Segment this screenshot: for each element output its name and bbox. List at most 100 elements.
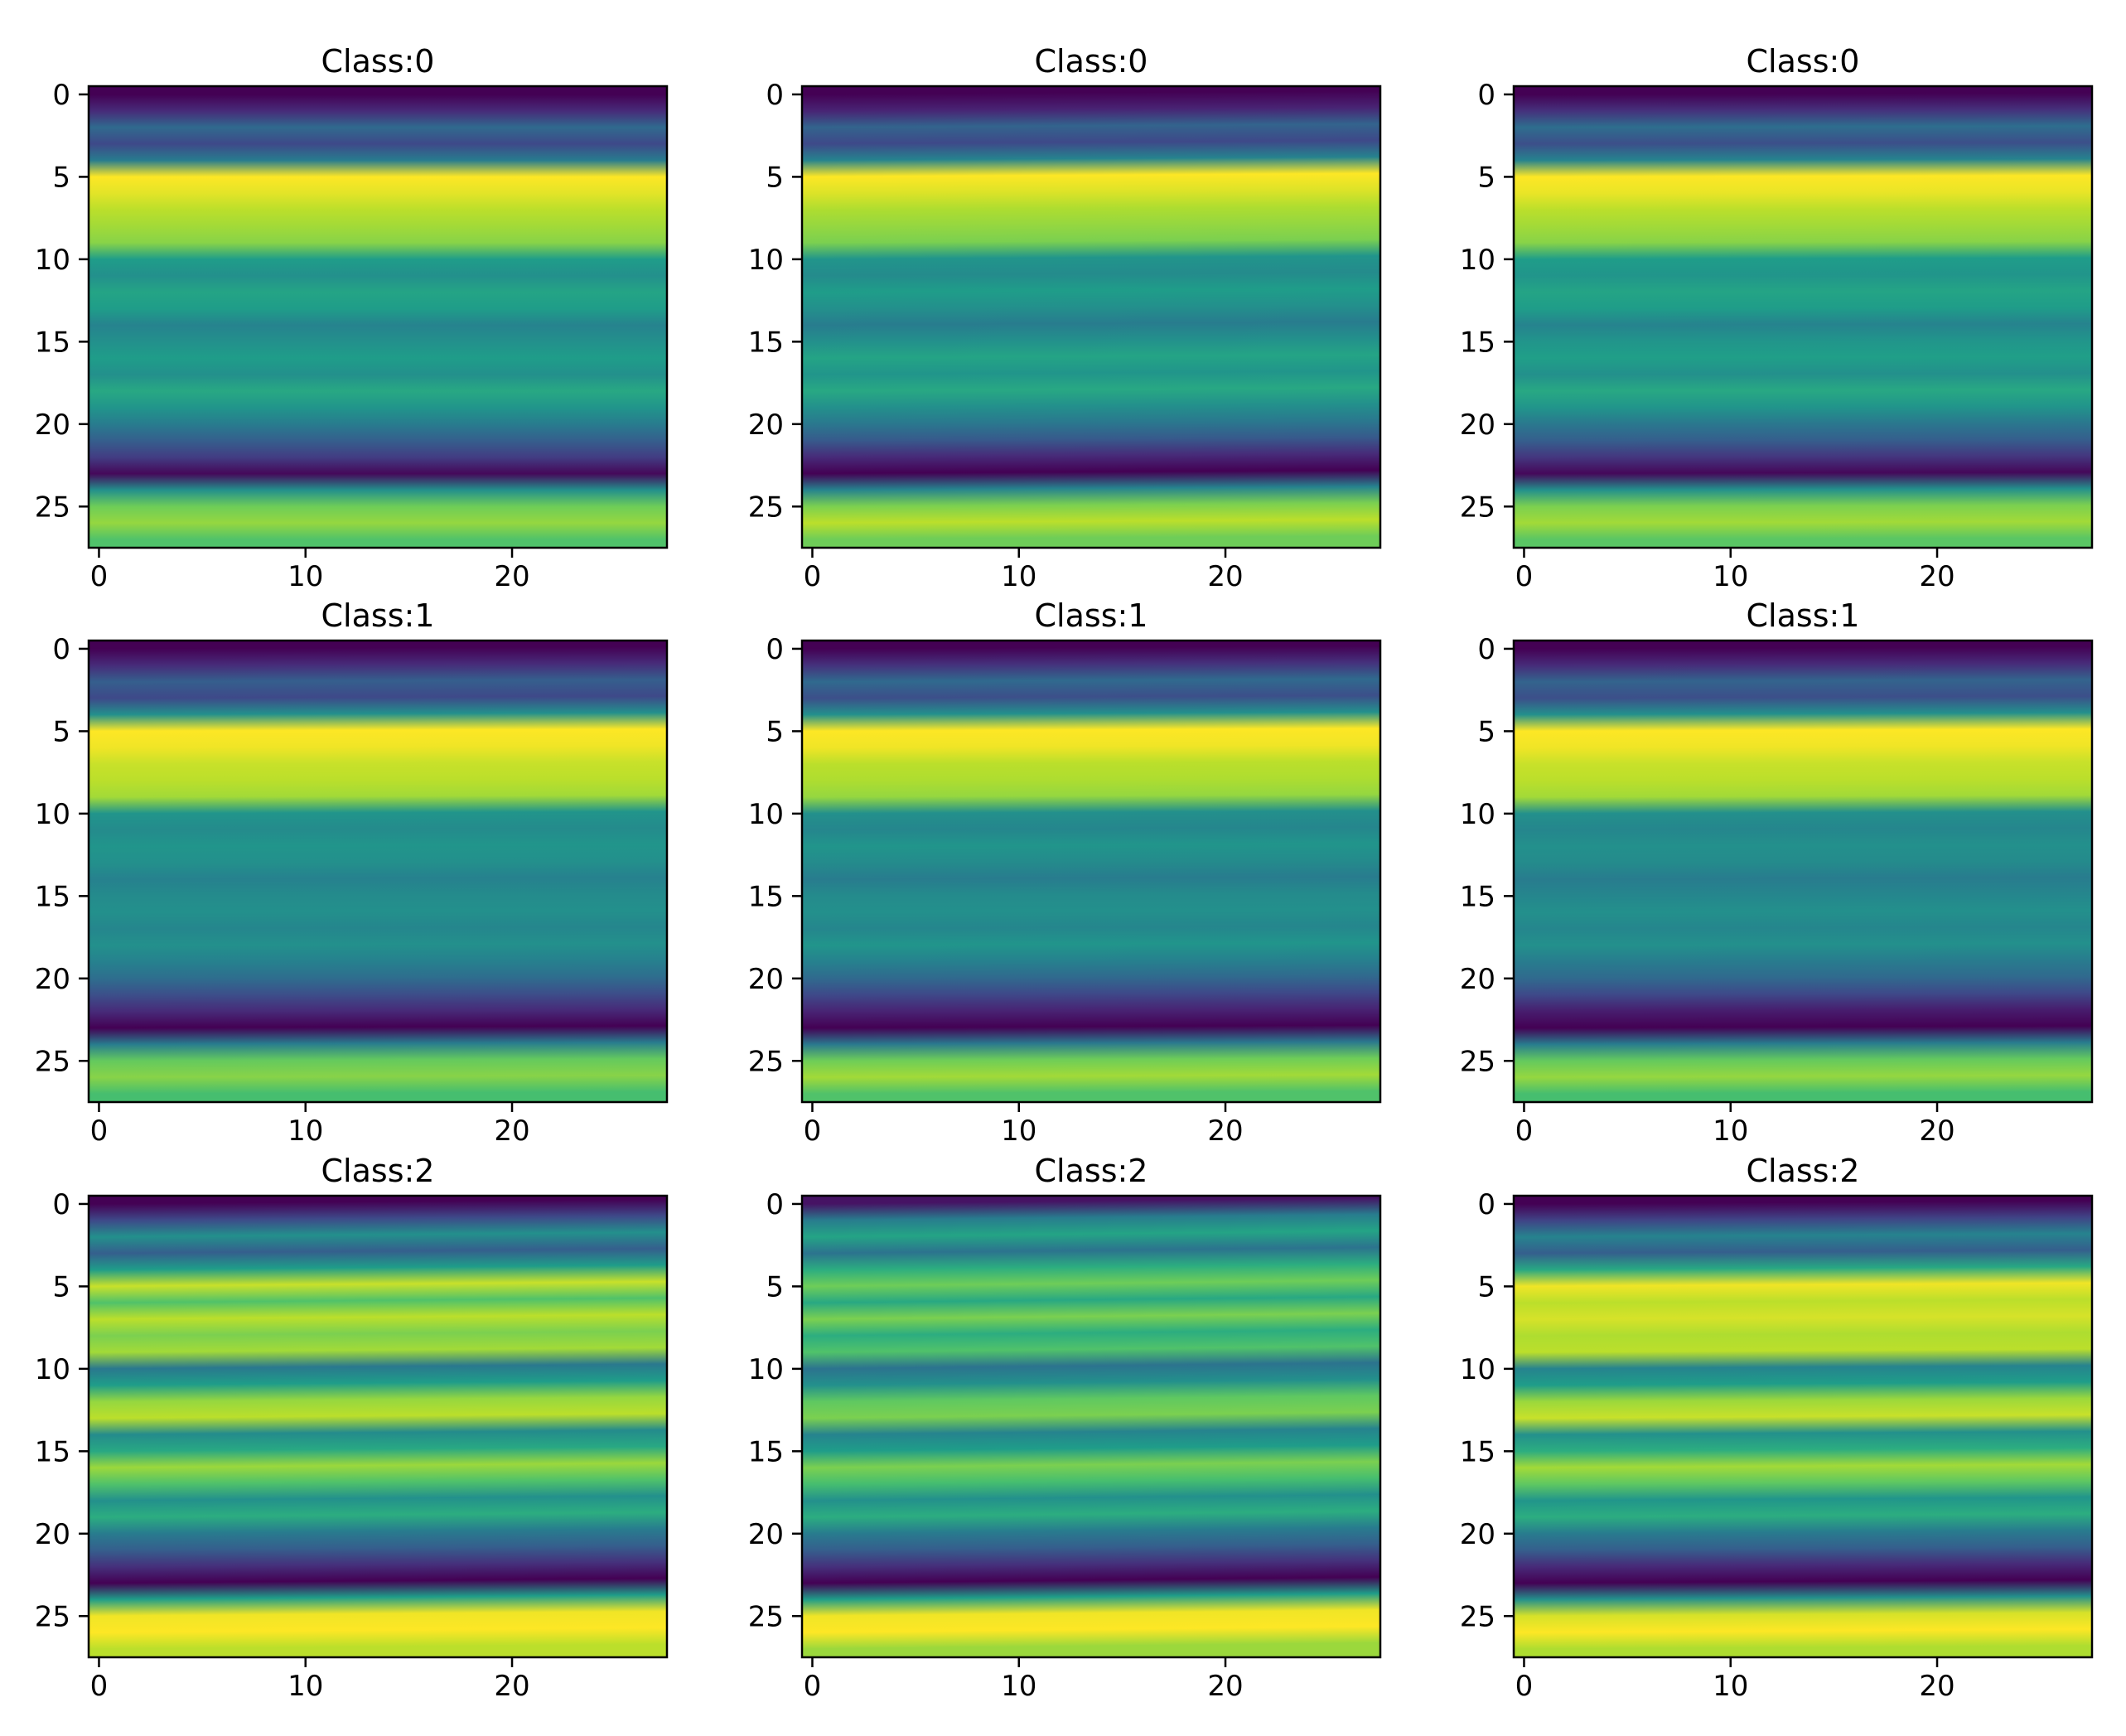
x-tick-label: 10	[1713, 1115, 1748, 1148]
subplot-grid: Class:0 0 5 10 15 20 25 0 10 20 Class:0 0 5 10 15 20 25 0…	[35, 43, 2094, 1703]
axes-frame	[1512, 85, 2094, 549]
x-tick-label: 20	[494, 560, 529, 593]
x-tick-label: 10	[1713, 560, 1748, 593]
y-tick-label: 5	[1477, 1270, 1495, 1303]
subplot-3: Class:0 0 5 10 15 20 25 0 10 20	[1460, 43, 2094, 593]
y-tick-label: 5	[766, 715, 784, 748]
heatmap-image	[802, 641, 1380, 1102]
axes-frame	[800, 1194, 1382, 1659]
x-tick-label: 10	[1713, 1670, 1748, 1703]
axes-frame	[87, 639, 669, 1104]
y-tick-label: 10	[35, 1353, 70, 1386]
y-tick-label: 10	[1460, 798, 1495, 831]
heatmap-image	[1514, 1196, 2092, 1657]
heatmap-image	[802, 86, 1380, 548]
y-tick-label: 0	[52, 633, 70, 666]
y-tick-label: 25	[35, 1600, 70, 1633]
y-tick-label: 15	[35, 1435, 70, 1468]
subplot-title: Class:0	[1747, 43, 1860, 80]
y-tick-label: 15	[748, 326, 784, 359]
y-tick-label: 10	[748, 244, 784, 277]
heatmap-image	[1514, 86, 2092, 548]
y-tick-label: 25	[748, 1045, 784, 1078]
x-tick-label: 20	[1207, 560, 1243, 593]
y-tick-label: 20	[35, 963, 70, 996]
y-tick-label: 20	[748, 409, 784, 442]
y-tick-label: 15	[35, 880, 70, 913]
subplot-title: Class:0	[1035, 43, 1148, 80]
axes-frame	[800, 639, 1382, 1104]
y-tick-label: 5	[766, 1270, 784, 1303]
heatmap-image	[89, 1196, 667, 1657]
subplot-1: Class:0 0 5 10 15 20 25 0 10 20	[35, 43, 669, 593]
y-tick-label: 25	[1460, 491, 1495, 524]
y-tick-label: 20	[1460, 1518, 1495, 1551]
y-tick-label: 0	[766, 79, 784, 112]
y-tick-label: 25	[748, 1600, 784, 1633]
x-tick-label: 20	[494, 1115, 529, 1148]
x-tick-label: 10	[1001, 1670, 1036, 1703]
y-tick-label: 25	[1460, 1045, 1495, 1078]
subplot-title: Class:0	[321, 43, 435, 80]
subplot-title: Class:2	[1035, 1153, 1148, 1189]
subplot-8: Class:2 0 5 10 15 20 25 0 10 20	[748, 1153, 1382, 1703]
y-tick-label: 5	[52, 1270, 70, 1303]
y-tick-label: 25	[1460, 1600, 1495, 1633]
axes-frame	[800, 85, 1382, 549]
y-tick-label: 25	[35, 491, 70, 524]
y-tick-label: 5	[1477, 715, 1495, 748]
x-tick-label: 0	[1515, 1115, 1534, 1148]
heatmap-image	[89, 641, 667, 1102]
y-tick-label: 5	[52, 715, 70, 748]
y-tick-label: 10	[748, 1353, 784, 1386]
y-tick-label: 15	[748, 880, 784, 913]
heatmap-image	[89, 86, 667, 548]
y-tick-label: 15	[1460, 326, 1495, 359]
subplot-2: Class:0 0 5 10 15 20 25 0 10 20	[748, 43, 1382, 593]
y-tick-label: 15	[1460, 880, 1495, 913]
y-tick-label: 15	[748, 1435, 784, 1468]
y-tick-label: 0	[1477, 633, 1495, 666]
y-tick-label: 5	[766, 161, 784, 194]
subplot-5: Class:1 0 5 10 15 20 25 0 10 20	[748, 597, 1382, 1148]
heatmap-image	[802, 1196, 1380, 1657]
subplot-6: Class:1 0 5 10 15 20 25 0 10 20	[1460, 597, 2094, 1148]
y-tick-label: 20	[748, 963, 784, 996]
y-tick-label: 10	[1460, 244, 1495, 277]
y-tick-label: 0	[52, 1188, 70, 1221]
axes-frame	[87, 1194, 669, 1659]
y-tick-label: 10	[35, 244, 70, 277]
y-tick-label: 20	[35, 1518, 70, 1551]
y-tick-label: 15	[35, 326, 70, 359]
y-tick-label: 0	[1477, 79, 1495, 112]
y-tick-label: 10	[1460, 1353, 1495, 1386]
y-tick-label: 5	[1477, 161, 1495, 194]
y-tick-label: 10	[35, 798, 70, 831]
subplot-title: Class:1	[321, 597, 435, 634]
x-tick-label: 0	[804, 560, 822, 593]
subplot-title: Class:2	[321, 1153, 435, 1189]
heatmap-image	[1514, 641, 2092, 1102]
y-tick-label: 5	[52, 161, 70, 194]
x-tick-label: 10	[1001, 1115, 1036, 1148]
x-tick-label: 10	[1001, 560, 1036, 593]
x-tick-label: 20	[1207, 1670, 1243, 1703]
y-tick-label: 20	[748, 1518, 784, 1551]
x-tick-label: 20	[1919, 1670, 1954, 1703]
subplot-4: Class:1 0 5 10 15 20 25 0 10 20	[35, 597, 669, 1148]
axes-frame	[1512, 639, 2094, 1104]
x-tick-label: 20	[1919, 1115, 1954, 1148]
subplot-7: Class:2 0 5 10 15 20 25 0 10 20	[35, 1153, 669, 1703]
x-tick-label: 0	[90, 1670, 109, 1703]
y-tick-label: 20	[1460, 409, 1495, 442]
y-tick-label: 25	[748, 491, 784, 524]
y-tick-label: 25	[35, 1045, 70, 1078]
y-tick-label: 0	[52, 79, 70, 112]
x-tick-label: 0	[1515, 1670, 1534, 1703]
subplot-9: Class:2 0 5 10 15 20 25 0 10 20	[1460, 1153, 2094, 1703]
x-tick-label: 10	[287, 1670, 323, 1703]
x-tick-label: 10	[287, 560, 323, 593]
y-tick-label: 0	[766, 633, 784, 666]
subplot-title: Class:1	[1747, 597, 1860, 634]
